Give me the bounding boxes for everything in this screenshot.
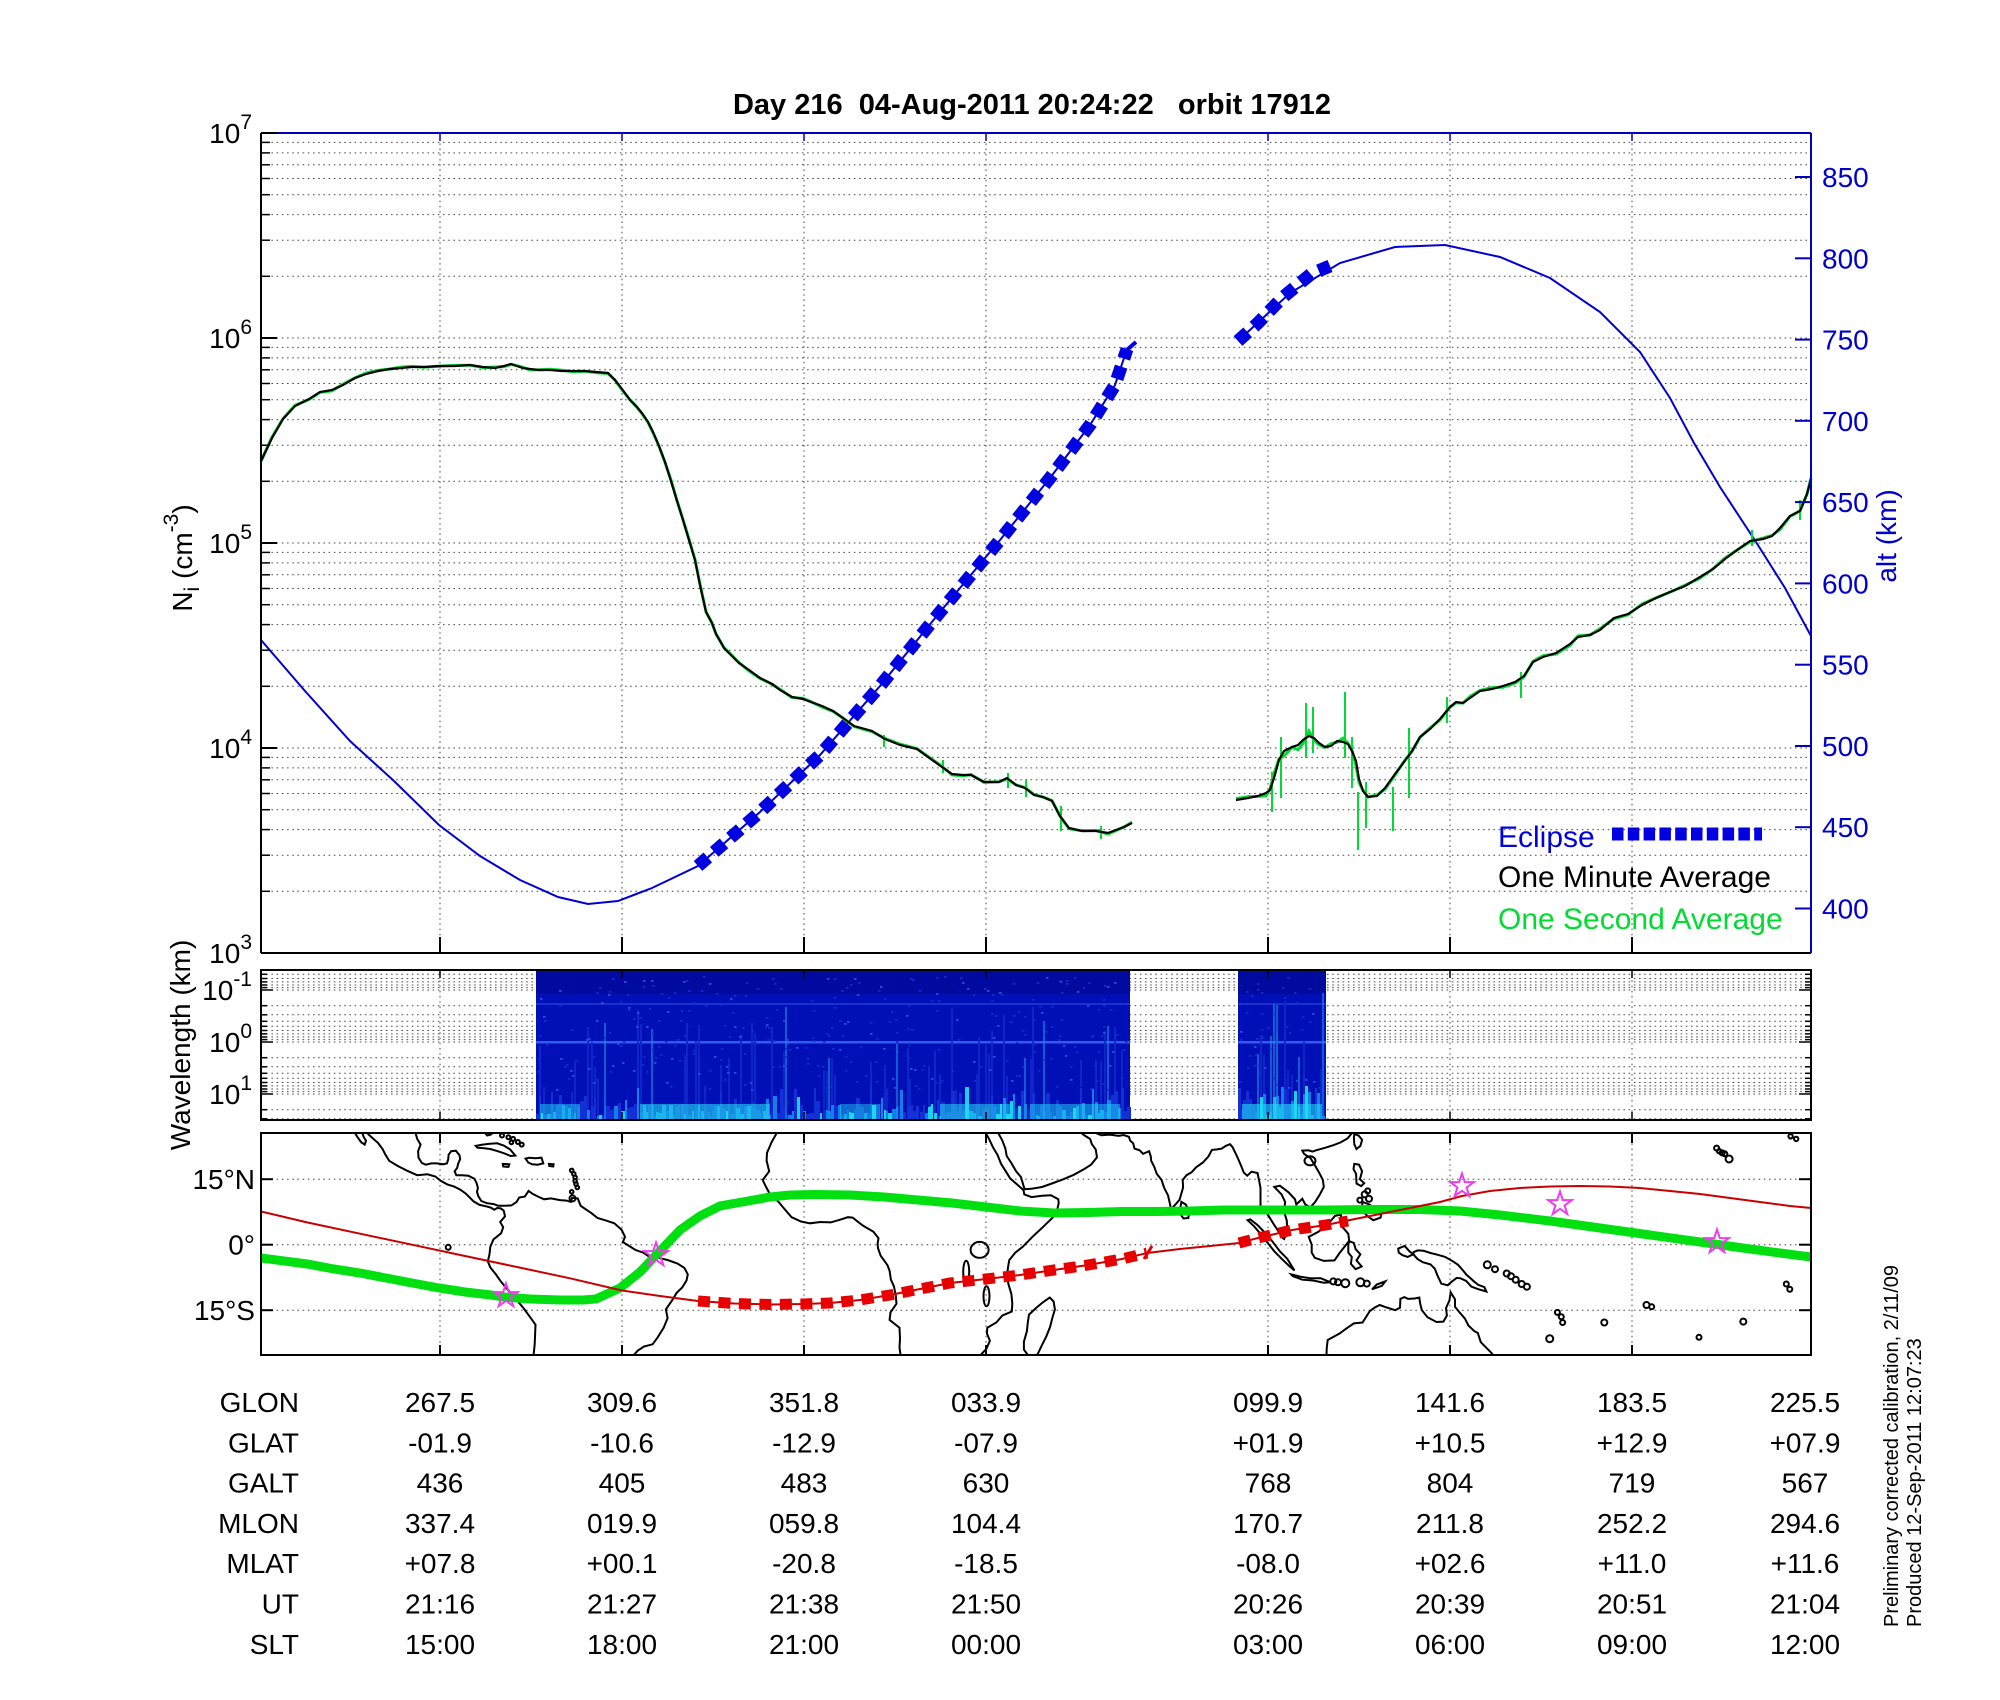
svg-text:850: 850 (1822, 162, 1869, 193)
svg-text:+07.9: +07.9 (1770, 1427, 1841, 1458)
svg-text:768: 768 (1245, 1468, 1292, 1499)
svg-text:15°S: 15°S (194, 1295, 255, 1326)
svg-text:06:00: 06:00 (1415, 1629, 1485, 1660)
svg-text:MLON: MLON (218, 1508, 299, 1539)
svg-text:183.5: 183.5 (1597, 1387, 1667, 1418)
svg-text:405: 405 (599, 1468, 646, 1499)
svg-text:211.8: 211.8 (1416, 1508, 1484, 1539)
svg-text:12:00: 12:00 (1770, 1629, 1840, 1660)
svg-text:059.8: 059.8 (769, 1508, 839, 1539)
svg-text:-10.6: -10.6 (590, 1427, 654, 1458)
svg-text:+11.0: +11.0 (1598, 1548, 1667, 1579)
svg-text:21:04: 21:04 (1770, 1589, 1840, 1620)
svg-text:099.9: 099.9 (1233, 1387, 1303, 1418)
svg-text:SLT: SLT (250, 1629, 299, 1660)
svg-text:309.6: 309.6 (587, 1387, 657, 1418)
svg-text:+02.6: +02.6 (1415, 1548, 1486, 1579)
svg-text:-07.9: -07.9 (954, 1427, 1018, 1458)
svg-text:600: 600 (1822, 568, 1869, 599)
svg-text:20:51: 20:51 (1597, 1589, 1667, 1620)
svg-text:One Second Average: One Second Average (1498, 903, 1783, 936)
svg-text:20:39: 20:39 (1415, 1589, 1485, 1620)
svg-text:15°N: 15°N (192, 1164, 255, 1195)
svg-text:One Minute Average: One Minute Average (1498, 861, 1771, 894)
svg-text:Produced 12-Sep-2011 12:07:23: Produced 12-Sep-2011 12:07:23 (1904, 1338, 1926, 1627)
svg-text:MLAT: MLAT (226, 1548, 299, 1579)
svg-text:483: 483 (781, 1468, 828, 1499)
svg-text:267.5: 267.5 (405, 1387, 475, 1418)
svg-text:0°: 0° (228, 1230, 255, 1261)
svg-text:170.7: 170.7 (1233, 1508, 1303, 1539)
svg-text:20:26: 20:26 (1233, 1589, 1303, 1620)
svg-text:alt (km): alt (km) (1871, 489, 1902, 582)
svg-text:21:38: 21:38 (769, 1589, 839, 1620)
svg-text:Day 216 04-Aug-2011 20:24:22: Day 216 04-Aug-2011 20:24:22 orbit 17912 (733, 89, 1331, 121)
svg-text:UT: UT (262, 1589, 299, 1620)
svg-text:719: 719 (1609, 1468, 1656, 1499)
svg-text:351.8: 351.8 (769, 1387, 839, 1418)
svg-text:Eclipse: Eclipse (1498, 821, 1595, 854)
svg-text:337.4: 337.4 (405, 1508, 475, 1539)
svg-text:15:00: 15:00 (405, 1629, 475, 1660)
svg-text:10-1: 10-1 (202, 968, 252, 1006)
svg-text:-20.8: -20.8 (772, 1548, 836, 1579)
svg-text:104.4: 104.4 (951, 1508, 1021, 1539)
svg-text:550: 550 (1822, 650, 1869, 681)
svg-text:-01.9: -01.9 (408, 1427, 472, 1458)
svg-text:09:00: 09:00 (1597, 1629, 1667, 1660)
svg-text:21:00: 21:00 (769, 1629, 839, 1660)
svg-text:18:00: 18:00 (587, 1629, 657, 1660)
svg-text:21:16: 21:16 (405, 1589, 475, 1620)
svg-text:-12.9: -12.9 (772, 1427, 836, 1458)
svg-text:Wavelength (km): Wavelength (km) (165, 940, 196, 1151)
svg-text:450: 450 (1822, 812, 1869, 843)
svg-text:400: 400 (1822, 894, 1869, 925)
svg-text:630: 630 (963, 1468, 1010, 1499)
svg-text:+11.6: +11.6 (1771, 1548, 1840, 1579)
svg-text:+00.1: +00.1 (587, 1548, 658, 1579)
svg-text:650: 650 (1822, 487, 1869, 518)
svg-text:436: 436 (417, 1468, 464, 1499)
svg-text:567: 567 (1782, 1468, 1829, 1499)
svg-text:21:50: 21:50 (951, 1589, 1021, 1620)
svg-text:800: 800 (1822, 243, 1869, 274)
svg-text:+12.9: +12.9 (1597, 1427, 1668, 1458)
svg-text:500: 500 (1822, 731, 1869, 762)
svg-text:106: 106 (209, 316, 252, 354)
svg-text:+01.9: +01.9 (1233, 1427, 1304, 1458)
svg-text:-18.5: -18.5 (954, 1548, 1018, 1579)
svg-text:GLAT: GLAT (228, 1427, 299, 1458)
svg-text:+10.5: +10.5 (1415, 1427, 1486, 1458)
svg-text:700: 700 (1822, 406, 1869, 437)
svg-text:03:00: 03:00 (1233, 1629, 1303, 1660)
svg-text:019.9: 019.9 (587, 1508, 657, 1539)
svg-text:+07.8: +07.8 (405, 1548, 476, 1579)
svg-text:294.6: 294.6 (1770, 1508, 1840, 1539)
svg-text:750: 750 (1822, 325, 1869, 356)
svg-text:21:27: 21:27 (587, 1589, 657, 1620)
svg-text:00:00: 00:00 (951, 1629, 1021, 1660)
svg-text:GALT: GALT (228, 1468, 299, 1499)
svg-text:GLON: GLON (220, 1387, 299, 1418)
svg-text:033.9: 033.9 (951, 1387, 1021, 1418)
svg-text:225.5: 225.5 (1770, 1387, 1840, 1418)
svg-text:Preliminary corrected calibrat: Preliminary corrected calibration, 2/11/… (1881, 1265, 1903, 1627)
svg-text:-08.0: -08.0 (1236, 1548, 1300, 1579)
svg-text:103: 103 (209, 931, 252, 969)
svg-text:141.6: 141.6 (1415, 1387, 1485, 1418)
svg-text:252.2: 252.2 (1597, 1508, 1667, 1539)
svg-text:804: 804 (1427, 1468, 1474, 1499)
